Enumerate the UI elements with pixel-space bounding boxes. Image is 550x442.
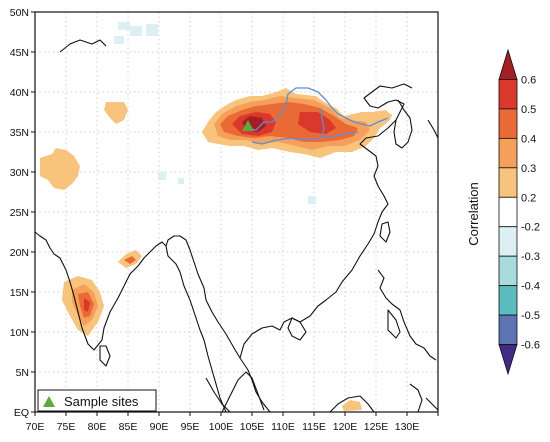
- coastlines: [34, 39, 439, 413]
- lon-tick-label: 120E: [333, 421, 358, 433]
- lon-tick-label: 110E: [271, 421, 295, 433]
- mongolia-corr-0.2: [104, 102, 128, 124]
- lat-tick-label: EQ: [14, 407, 29, 419]
- lat-tick-label: 10N: [10, 327, 29, 339]
- colorbar-segment: [498, 314, 518, 345]
- colorbar: 0.6 0.5 0.4 0.3 0.2 -0.2 -0.3 -0.4 -0.5 -0.6 Corr…: [466, 48, 540, 376]
- south-india-corr-0.5: [84, 298, 90, 312]
- sample-site-marker: [242, 120, 254, 131]
- colorbar-tick-label: -0.5: [521, 310, 540, 322]
- map-legend: Sample sites: [37, 389, 157, 412]
- lat-tick-label: 40N: [10, 87, 29, 99]
- colorbar-segment: [498, 226, 518, 257]
- colorbar-tick-label: 0.2: [521, 192, 536, 204]
- lon-tick-label: 90E: [150, 421, 169, 433]
- plateau-corr-0.5-east: [298, 112, 336, 134]
- colorbar-tick-label: -0.3: [521, 251, 540, 263]
- colorbar-tick-label: -0.4: [521, 281, 540, 293]
- lat-tick-label: 30N: [10, 167, 29, 179]
- lon-tick-label: 75E: [57, 421, 76, 433]
- scs-corr-0.2: [342, 400, 362, 411]
- colorbar-segment: [498, 344, 518, 376]
- colorbar-tick-label: 0.3: [521, 163, 536, 175]
- colorbar-tick-label: 0.6: [521, 74, 536, 86]
- lat-tick-label: 5N: [16, 367, 29, 379]
- lat-tick-label: 15N: [10, 287, 29, 299]
- latitude-axis: EQ 5N 10N 15N 20N 25N 30N 35N 40N 45N 50…: [10, 7, 35, 419]
- lat-tick-label: 45N: [10, 47, 29, 59]
- colorbar-segment: [498, 167, 518, 198]
- lon-tick-label: 125E: [364, 421, 389, 433]
- colorbar-segments: [498, 48, 518, 376]
- colorbar-segment: [498, 285, 518, 316]
- map-plot: Sample sites: [34, 11, 439, 413]
- colorbar-segment: [498, 79, 518, 110]
- lon-tick-label: 95E: [181, 421, 200, 433]
- colorbar-tick-label: 0.5: [521, 104, 536, 116]
- lon-tick-label: 105E: [240, 421, 265, 433]
- pakistan-corr-0.2: [40, 148, 80, 190]
- longitude-axis: 70E 75E 80E 85E 90E 95E 100E 105E 110E 1…: [26, 412, 439, 433]
- colorbar-title: Correlation: [466, 182, 481, 246]
- colorbar-segment: [498, 48, 518, 80]
- colorbar-tick-label: -0.2: [521, 222, 540, 234]
- lon-tick-label: 130E: [395, 421, 420, 433]
- lon-tick-label: 85E: [119, 421, 138, 433]
- gridlines: [35, 12, 438, 412]
- lat-tick-label: 35N: [10, 127, 29, 139]
- colorbar-labels: 0.6 0.5 0.4 0.3 0.2 -0.2 -0.3 -0.4 -0.5 -0.6: [521, 74, 540, 351]
- lat-tick-label: 25N: [10, 207, 29, 219]
- rivers: [245, 87, 389, 145]
- east-india-corr-core: [124, 256, 136, 264]
- lon-tick-label: 100E: [209, 421, 234, 433]
- colorbar-tick-label: 0.4: [521, 133, 536, 145]
- lat-tick-label: 50N: [10, 7, 29, 19]
- lon-tick-label: 115E: [302, 421, 326, 433]
- colorbar-tick-label: -0.6: [521, 340, 540, 352]
- colorbar-segment: [498, 137, 518, 169]
- legend-triangle-icon: [43, 396, 55, 407]
- weak-negative-patches: [114, 22, 316, 204]
- lat-tick-label: 20N: [10, 247, 29, 259]
- colorbar-segment: [498, 255, 518, 287]
- colorbar-segment: [498, 108, 518, 139]
- colorbar-segment: [498, 196, 518, 228]
- lon-tick-label: 70E: [26, 421, 45, 433]
- legend-label: Sample sites: [64, 394, 139, 409]
- lon-tick-label: 80E: [88, 421, 107, 433]
